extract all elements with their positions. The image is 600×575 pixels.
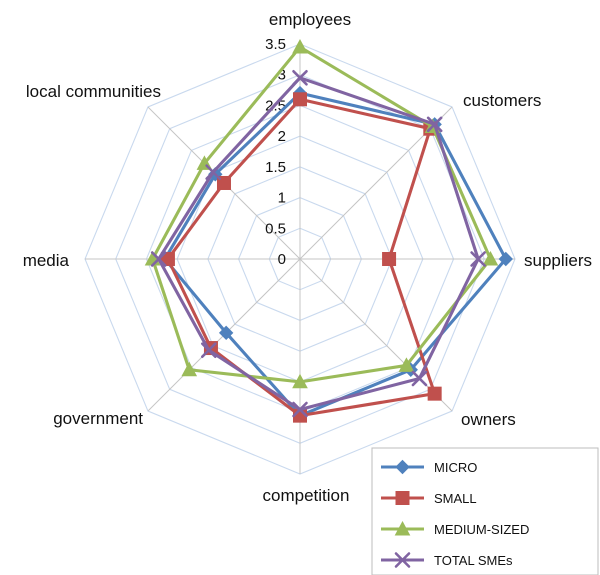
series-point (150, 251, 167, 267)
legend-label: TOTAL SMEs (434, 553, 513, 568)
series-point (398, 357, 415, 372)
series-point (218, 325, 234, 341)
series-point (293, 92, 307, 107)
series-point (292, 39, 308, 54)
series-group (144, 39, 513, 423)
category-label: local communities (26, 82, 161, 101)
series-point (470, 251, 486, 267)
series-point (181, 361, 198, 377)
radial-tick-label: 2 (278, 128, 286, 145)
category-label: suppliers (524, 251, 592, 270)
radial-tick-label: 3.5 (265, 36, 286, 53)
radial-tick-label: 1 (278, 190, 286, 207)
radial-ticks: 00.511.522.533.5 (265, 36, 286, 268)
category-labels: employees customers suppliers owners competi… (23, 10, 592, 505)
series-point (498, 251, 513, 267)
series-point (200, 342, 217, 359)
radial-tick-label: 0 (278, 251, 286, 268)
legend-label: MICRO (434, 460, 477, 475)
series-point (395, 491, 410, 505)
series-medium-sized (144, 39, 499, 389)
category-label: media (23, 251, 70, 270)
legend: MICRO SMALL MEDIUM-SIZED TOTAL SMEs (371, 447, 599, 575)
series-point (205, 164, 221, 180)
legend-label: MEDIUM-SIZED (434, 522, 529, 537)
series-total-smes (150, 69, 486, 418)
series-small (160, 92, 442, 423)
category-label: customers (463, 91, 541, 110)
series-point (216, 175, 231, 190)
series-point (292, 373, 308, 389)
series-point (394, 520, 411, 536)
radial-tick-label: 0.5 (265, 220, 286, 237)
radial-tick-label: 1.5 (265, 159, 286, 176)
series-point (411, 370, 428, 387)
series-point (382, 252, 397, 266)
series-point (395, 459, 410, 475)
series-point (427, 386, 442, 401)
series-point (160, 252, 175, 266)
series-point (292, 69, 308, 86)
series-point (394, 552, 411, 568)
series-point (292, 401, 308, 418)
category-label: employees (269, 10, 351, 29)
category-label: government (53, 409, 143, 428)
radial-tick-label: 3 (278, 67, 286, 84)
series-point (482, 250, 499, 266)
legend-label: SMALL (434, 491, 477, 506)
category-label: competition (263, 486, 350, 505)
category-label: owners (461, 410, 516, 429)
series-point (426, 116, 443, 133)
